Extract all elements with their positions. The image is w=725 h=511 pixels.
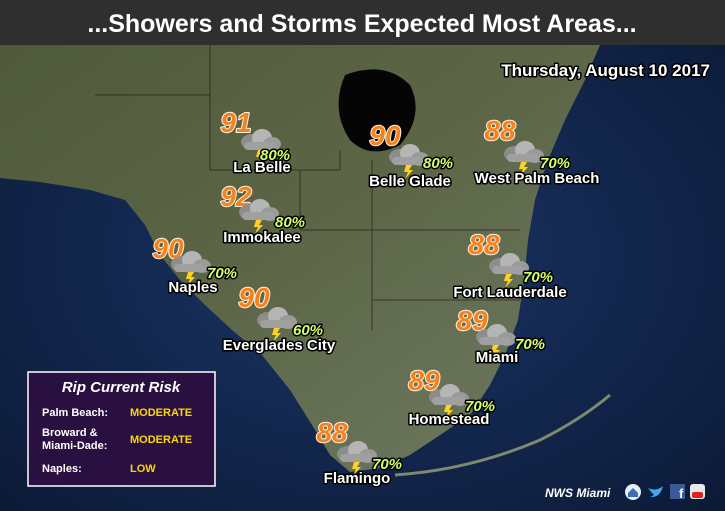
forecast-point: 88 70%Fort Lauderdale	[452, 228, 568, 303]
rain-chance: 80%	[423, 155, 453, 172]
rain-chance: 80%	[275, 214, 305, 231]
city-name: La Belle	[233, 159, 291, 176]
credit: NWS Miami	[545, 486, 611, 500]
city-name: Miami	[476, 349, 519, 366]
city-name: West Palm Beach	[475, 170, 600, 187]
rip-risk: LOW	[130, 463, 156, 475]
facebook-icon[interactable]	[670, 484, 685, 499]
city-name: Naples	[168, 279, 217, 296]
twitter-icon[interactable]	[648, 486, 663, 498]
city-name: Immokalee	[223, 229, 301, 246]
forecast-point: 88 70%Flamingo	[315, 416, 403, 489]
forecast-point: 90 60%Everglades City	[221, 281, 337, 356]
facebook-glyph: f	[679, 486, 684, 501]
home-glyph	[628, 488, 638, 497]
city-name: Homestead	[409, 411, 490, 428]
keys	[394, 393, 611, 477]
lake-okeechobee	[338, 69, 416, 152]
rain-chance: 70%	[515, 336, 545, 353]
temperature: 88	[484, 115, 516, 146]
forecast-point: 88 70%West Palm Beach	[473, 114, 601, 189]
forecast-point: 90 80%Belle Glade	[368, 119, 455, 192]
land	[0, 45, 600, 472]
temperature: 91	[220, 107, 251, 138]
temperature: 88	[316, 417, 348, 448]
temperature: 88	[468, 229, 500, 260]
forecast-point: 92 80%Immokalee	[219, 180, 306, 248]
city-name: Fort Lauderdale	[453, 284, 566, 301]
rip-area: Broward &	[42, 427, 98, 439]
social-icons: f	[625, 484, 705, 501]
forecast-point: 91 80%La Belle	[219, 106, 292, 178]
rip-current-box: Rip Current Risk Palm Beach: MODERATE Br…	[27, 371, 216, 487]
rip-risk: MODERATE	[130, 434, 192, 446]
title-bar	[0, 0, 725, 45]
rip-area: Palm Beach:	[42, 407, 108, 419]
rip-risk: MODERATE	[130, 407, 192, 419]
temperature: 92	[220, 181, 252, 212]
temperature: 90	[369, 120, 401, 151]
title: ...Showers and Storms Expected Most Area…	[87, 10, 636, 38]
rain-chance: 70%	[523, 269, 553, 286]
youtube-glyph	[692, 492, 703, 498]
rain-chance: 70%	[372, 456, 402, 473]
rip-current-panel	[27, 371, 216, 487]
rain-chance: 80%	[260, 147, 290, 164]
temperature: 90	[238, 282, 270, 313]
rain-chance: 60%	[293, 322, 323, 339]
county-lines	[95, 45, 520, 330]
rip-title: Rip Current Risk	[62, 379, 181, 396]
rip-area: Miami-Dade:	[42, 440, 107, 452]
date: Thursday, August 10 2017	[501, 61, 710, 80]
rain-chance: 70%	[207, 265, 237, 282]
city-name: Belle Glade	[369, 173, 451, 190]
rain-chance: 70%	[540, 155, 570, 172]
rain-chance: 70%	[465, 398, 495, 415]
city-name: Flamingo	[324, 470, 391, 487]
rip-area: Naples:	[42, 463, 82, 475]
city-name: Everglades City	[223, 337, 336, 354]
